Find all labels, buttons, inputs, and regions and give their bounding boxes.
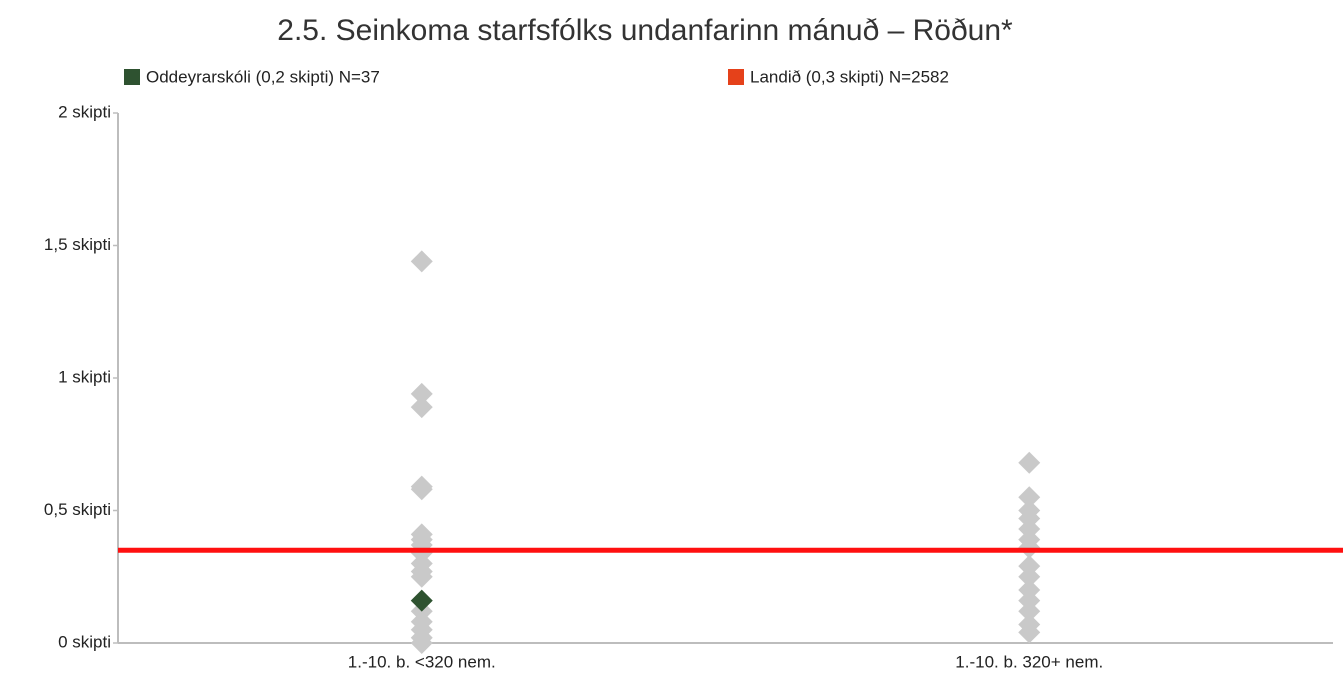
point <box>410 632 433 654</box>
point <box>410 396 433 419</box>
point <box>410 382 433 405</box>
legend-swatch <box>124 69 140 85</box>
point <box>1018 565 1041 588</box>
x-tick-label: 1.-10. b. 320+ nem. <box>955 652 1103 671</box>
point <box>410 250 433 273</box>
x-tick-label: 1.-10. b. <320 nem. <box>348 652 496 671</box>
y-tick-label: 0 skipti <box>58 632 111 651</box>
y-tick-label: 0,5 skipti <box>44 500 111 519</box>
point <box>1018 600 1041 623</box>
legend-label: Oddeyrarskóli (0,2 skipti) N=37 <box>146 67 380 86</box>
highlight-point <box>410 589 433 612</box>
point <box>1018 486 1041 509</box>
legend-swatch <box>728 69 744 85</box>
point <box>1018 621 1041 644</box>
chart-title: 2.5. Seinkoma starfsfólks undanfarinn má… <box>277 14 1013 47</box>
point <box>410 478 433 501</box>
point <box>1018 536 1041 559</box>
y-tick-label: 1,5 skipti <box>44 235 111 254</box>
y-tick-label: 1 skipti <box>58 367 111 386</box>
point <box>1018 451 1041 474</box>
legend-label: Landið (0,3 skipti) N=2582 <box>750 67 949 86</box>
y-tick-label: 2 skipti <box>58 102 111 121</box>
point <box>410 565 433 588</box>
